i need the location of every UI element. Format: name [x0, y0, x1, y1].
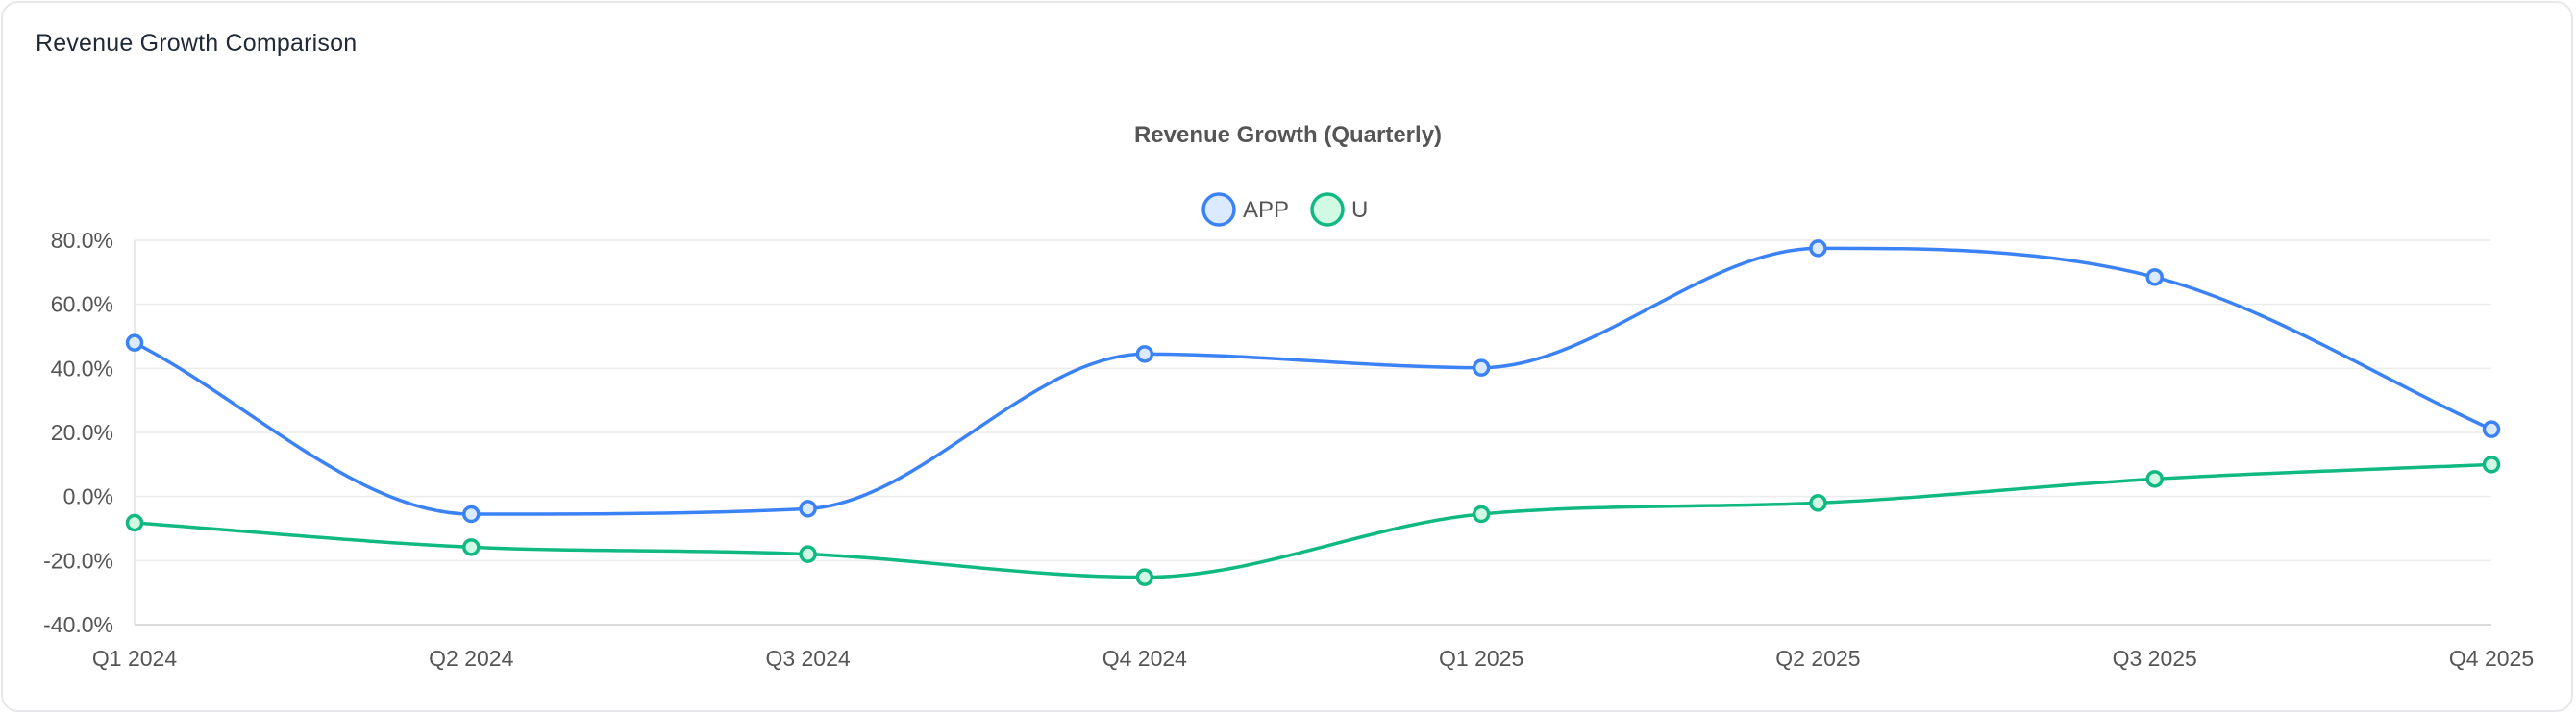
data-point-app[interactable] [1472, 358, 1491, 377]
data-point-app[interactable] [1135, 345, 1154, 363]
x-tick-label: Q3 2024 [765, 646, 850, 671]
axis-layer: 80.0% 60.0% 40.0% 20.0% 0.0% -20.0% -40.0% Q1 2… [43, 228, 2534, 671]
data-point-u[interactable] [1135, 568, 1154, 586]
series-line-u [134, 462, 2492, 579]
x-tick-label: Q4 2025 [2449, 646, 2534, 671]
x-tick-label: Q3 2025 [2113, 646, 2197, 671]
data-point-app[interactable] [125, 333, 144, 352]
x-tick-label: Q2 2025 [1775, 646, 1860, 671]
data-point-u[interactable] [2482, 456, 2501, 474]
x-tick-label: Q4 2024 [1102, 646, 1187, 671]
legend-label-u: U [1351, 197, 1368, 223]
legend-item-app[interactable]: APP [1201, 192, 1289, 227]
x-tick-label: Q1 2025 [1439, 646, 1523, 671]
legend-item-u[interactable]: U [1310, 192, 1368, 227]
grid-layer [135, 239, 2491, 626]
y-tick-label: -40.0% [43, 612, 113, 637]
y-tick-label: 80.0% [51, 228, 113, 253]
data-point-app[interactable] [799, 500, 817, 518]
data-point-app[interactable] [2145, 268, 2164, 286]
series-line-app [134, 246, 2492, 516]
data-point-u[interactable] [1809, 494, 1827, 512]
y-tick-label: -20.0% [43, 548, 113, 573]
y-tick-label: 40.0% [51, 356, 113, 381]
data-point-u[interactable] [462, 538, 481, 556]
data-point-app[interactable] [1809, 239, 1827, 258]
y-tick-label: 0.0% [63, 484, 113, 509]
legend[interactable]: APP U [1201, 192, 1368, 227]
data-point-u[interactable] [2145, 470, 2164, 488]
data-point-app[interactable] [2482, 420, 2501, 438]
data-point-app[interactable] [462, 505, 481, 524]
x-tick-label: Q1 2024 [92, 646, 177, 671]
data-point-u[interactable] [799, 545, 817, 563]
data-point-u[interactable] [125, 513, 144, 532]
legend-swatch-app [1201, 192, 1236, 227]
card-title: Revenue Growth Comparison [36, 30, 358, 57]
legend-label-app: APP [1243, 197, 1289, 223]
y-tick-label: 60.0% [51, 292, 113, 317]
data-point-u[interactable] [1472, 505, 1491, 524]
chart-title: Revenue Growth (Quarterly) [1134, 122, 1442, 148]
series-layer [125, 239, 2501, 586]
legend-swatch-u [1310, 192, 1345, 227]
y-tick-label: 20.0% [51, 420, 113, 445]
x-tick-label: Q2 2024 [429, 646, 513, 671]
